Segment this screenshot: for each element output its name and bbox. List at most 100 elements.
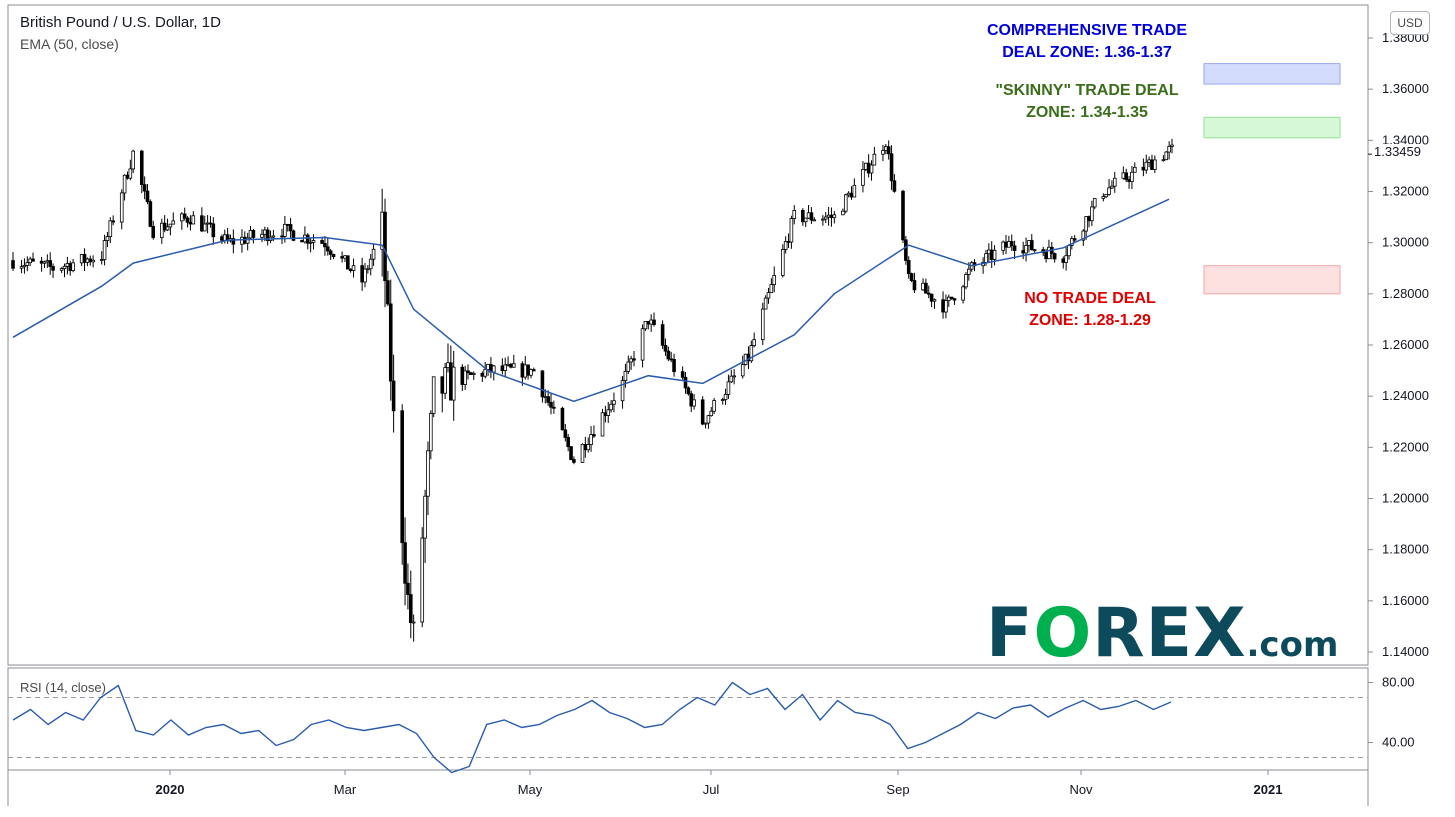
candle-body xyxy=(906,260,911,274)
no-deal-zone-box xyxy=(1203,265,1341,295)
candle-body xyxy=(1007,241,1011,248)
candle-body xyxy=(245,237,250,244)
candle-body xyxy=(760,308,765,341)
skinny-zone-line1: "SKINNY" TRADE DEAL xyxy=(995,82,1179,99)
candle-body xyxy=(809,212,814,221)
candle-body xyxy=(912,280,917,291)
candle-body xyxy=(1150,159,1154,170)
candle-body xyxy=(987,249,991,255)
candle-body xyxy=(766,292,771,299)
candle-body xyxy=(1110,185,1114,189)
candle-body xyxy=(892,180,897,192)
no-deal-zone-line2: ZONE: 1.28-1.29 xyxy=(1029,312,1151,329)
candle-body xyxy=(740,364,745,377)
candle-body xyxy=(849,192,854,198)
candle-body xyxy=(803,217,808,223)
candle-body xyxy=(786,241,791,243)
candle-body xyxy=(1024,245,1028,254)
time-tick-label: Sep xyxy=(886,782,909,797)
candle-body xyxy=(929,293,934,302)
candle-body xyxy=(191,215,196,225)
currency-button[interactable]: USD xyxy=(1390,11,1430,35)
candle-body xyxy=(672,358,676,373)
candle-body xyxy=(62,265,67,269)
candle-body xyxy=(305,234,310,244)
skinny-zone-line2: ZONE: 1.34-1.35 xyxy=(1026,104,1148,121)
candle-body xyxy=(45,260,50,263)
candle-body xyxy=(726,381,731,395)
candle-body xyxy=(180,213,184,222)
candle-body xyxy=(881,150,885,155)
candle-body xyxy=(380,211,384,250)
price-tick-label: 1.34000 xyxy=(1382,132,1429,147)
candle-body xyxy=(526,364,530,376)
candle-body xyxy=(68,263,73,271)
candle-body xyxy=(921,282,925,291)
candle-body xyxy=(42,261,47,264)
candle-body xyxy=(99,259,104,261)
candle-body xyxy=(108,220,113,238)
candle-body xyxy=(122,174,127,194)
candle-body xyxy=(861,169,865,186)
candle-body xyxy=(686,387,691,395)
candle-body xyxy=(649,319,653,325)
candle-body xyxy=(689,393,694,407)
candle-body xyxy=(79,254,84,264)
candle-body xyxy=(1052,253,1057,260)
candle-body xyxy=(512,363,516,368)
chart-title: British Pound / U.S. Dollar, 1D xyxy=(20,14,221,31)
time-tick-label: Jul xyxy=(703,782,720,797)
time-tick-label: 2020 xyxy=(156,782,185,797)
candle-body xyxy=(992,249,997,260)
candle-body xyxy=(749,345,754,362)
candle-body xyxy=(949,296,954,300)
candle-body xyxy=(449,362,453,401)
candle-body xyxy=(22,264,27,268)
candle-body xyxy=(1124,172,1129,181)
candle-body xyxy=(240,236,244,245)
candle-body xyxy=(145,190,150,203)
candle-body xyxy=(288,224,293,232)
candle-body xyxy=(592,434,596,437)
time-tick-label: 2021 xyxy=(1254,782,1283,797)
candle-body xyxy=(323,242,327,248)
no-deal-zone-line1: NO TRADE DEAL xyxy=(1024,290,1156,307)
price-pane-frame xyxy=(7,4,1369,666)
candle-body xyxy=(646,321,651,325)
candle-body xyxy=(1004,241,1008,248)
candle-body xyxy=(869,164,874,174)
candle-body xyxy=(285,223,290,226)
candle-body xyxy=(926,292,931,295)
candle-body xyxy=(220,236,224,241)
candle-body xyxy=(471,373,476,375)
candle-body xyxy=(406,582,410,596)
candle-body xyxy=(486,363,490,370)
candle-body xyxy=(105,236,110,241)
candle-body xyxy=(1081,230,1086,241)
candle-body xyxy=(843,194,848,212)
candle-body xyxy=(1067,245,1071,257)
candle-body xyxy=(863,162,868,170)
candle-body xyxy=(812,219,817,222)
candle-body xyxy=(1012,245,1017,251)
candle-body xyxy=(308,241,313,244)
candle-body xyxy=(580,444,585,463)
skinny-zone-label: "SKINNY" TRADE DEAL ZONE: 1.34-1.35 xyxy=(972,80,1202,124)
candle-body xyxy=(523,364,528,378)
price-tick-label: 1.28000 xyxy=(1382,286,1429,301)
no-deal-zone-label: NO TRADE DEAL ZONE: 1.28-1.29 xyxy=(980,288,1200,332)
candle-body xyxy=(709,410,714,417)
candle-body xyxy=(71,262,75,271)
candle-body xyxy=(408,594,413,624)
candle-body xyxy=(781,249,785,276)
candle-body xyxy=(1147,159,1151,163)
candle-body xyxy=(271,235,276,238)
skinny-zone-box xyxy=(1203,116,1341,139)
candle-body xyxy=(165,226,170,231)
candle-body xyxy=(251,230,256,238)
candle-body xyxy=(111,220,115,223)
candle-body xyxy=(680,371,685,378)
candle-body xyxy=(606,409,611,416)
candle-body xyxy=(1101,196,1106,199)
